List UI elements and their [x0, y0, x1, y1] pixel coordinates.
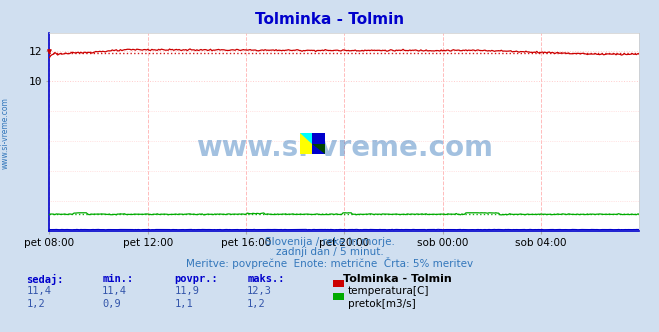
Text: 11,4: 11,4	[102, 286, 127, 295]
Text: pretok[m3/s]: pretok[m3/s]	[348, 299, 416, 309]
Text: temperatura[C]: temperatura[C]	[348, 286, 430, 295]
Text: 11,4: 11,4	[26, 286, 51, 295]
Polygon shape	[312, 143, 325, 154]
Text: min.:: min.:	[102, 274, 133, 284]
Text: Slovenija / reke in morje.: Slovenija / reke in morje.	[264, 237, 395, 247]
Text: Tolminka - Tolmin: Tolminka - Tolmin	[255, 12, 404, 27]
Text: povpr.:: povpr.:	[175, 274, 218, 284]
Text: zadnji dan / 5 minut.: zadnji dan / 5 minut.	[275, 247, 384, 257]
Text: 1,2: 1,2	[247, 299, 266, 309]
Text: 1,1: 1,1	[175, 299, 193, 309]
Bar	[312, 133, 325, 154]
Polygon shape	[300, 133, 312, 143]
Text: www.si-vreme.com: www.si-vreme.com	[1, 97, 10, 169]
Text: 12,3: 12,3	[247, 286, 272, 295]
Bar	[300, 133, 312, 154]
Text: 1,2: 1,2	[26, 299, 45, 309]
Text: sedaj:: sedaj:	[26, 274, 64, 285]
Text: 11,9: 11,9	[175, 286, 200, 295]
Text: 0,9: 0,9	[102, 299, 121, 309]
Text: www.si-vreme.com: www.si-vreme.com	[196, 134, 493, 162]
Text: maks.:: maks.:	[247, 274, 285, 284]
Text: Tolminka - Tolmin: Tolminka - Tolmin	[343, 274, 451, 284]
Text: Meritve: povprečne  Enote: metrične  Črta: 5% meritev: Meritve: povprečne Enote: metrične Črta:…	[186, 257, 473, 269]
